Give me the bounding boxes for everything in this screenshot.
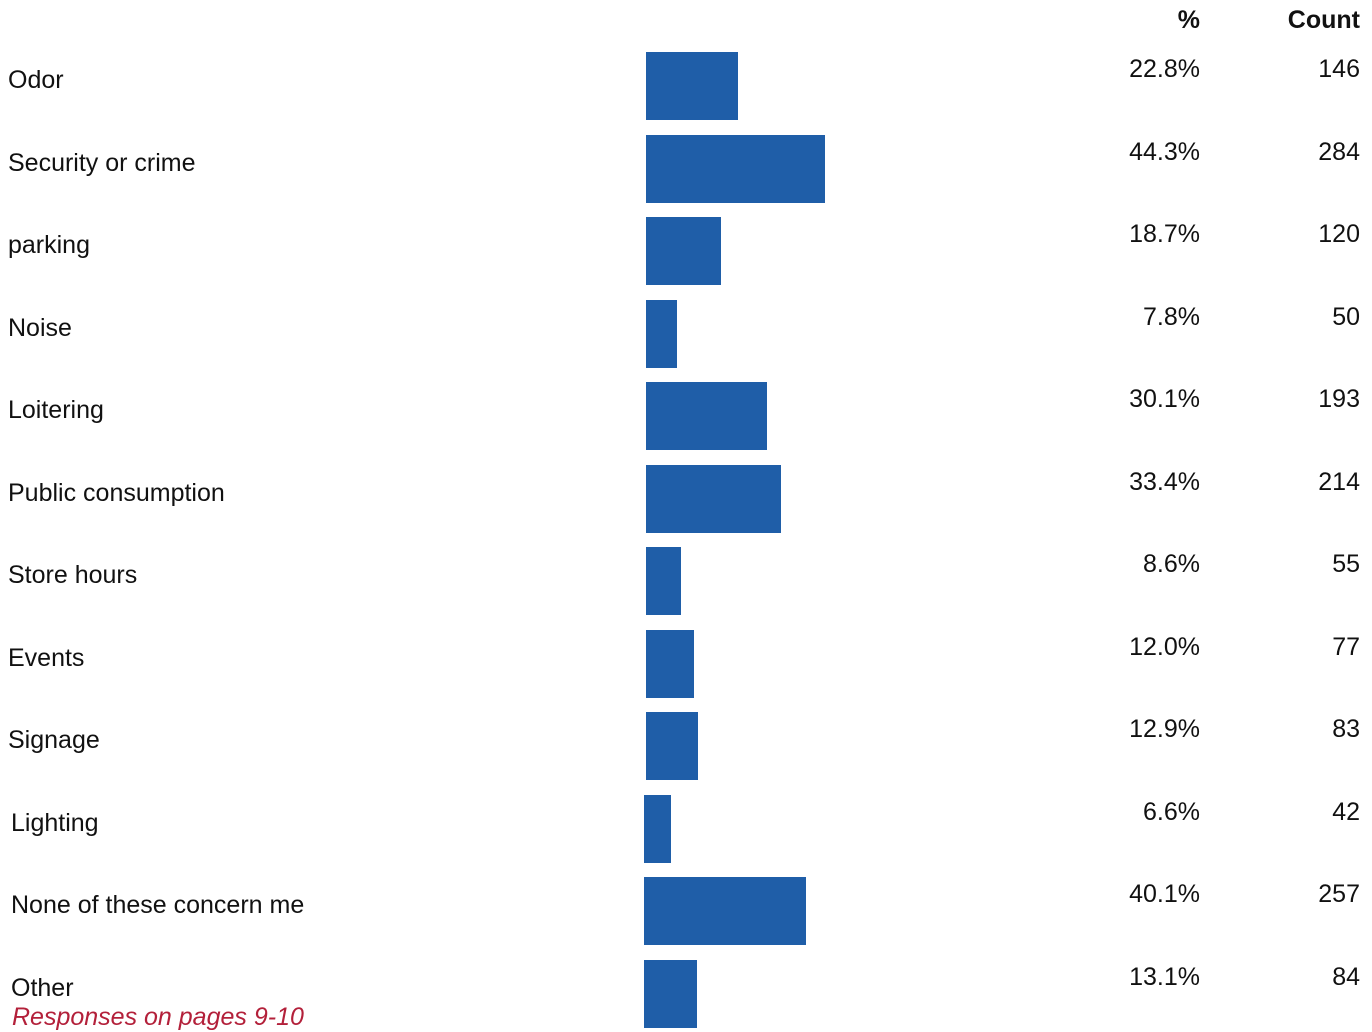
count-column-header: Count xyxy=(1287,6,1360,34)
count-value: 120 xyxy=(1318,220,1360,248)
bar xyxy=(646,464,781,533)
category-label: Signage xyxy=(8,726,100,754)
bar xyxy=(646,217,721,285)
percent-value: 6.6% xyxy=(1143,797,1200,826)
percent-value: 30.1% xyxy=(1129,385,1200,413)
percent-value: 12.9% xyxy=(1129,715,1200,743)
count-value: 83 xyxy=(1332,715,1360,743)
footnote-link[interactable]: Responses on pages 9-10 xyxy=(12,1003,304,1031)
bar xyxy=(646,52,738,120)
count-value: 55 xyxy=(1332,550,1360,578)
count-value: 193 xyxy=(1318,385,1360,413)
count-value: 146 xyxy=(1318,55,1360,83)
category-label: Noise xyxy=(8,313,72,342)
percent-value: 33.4% xyxy=(1129,467,1200,496)
count-value: 50 xyxy=(1332,302,1360,331)
category-label: None of these concern me xyxy=(11,891,305,919)
bar xyxy=(644,794,671,863)
percent-value: 7.8% xyxy=(1143,302,1200,331)
bar xyxy=(644,959,697,1028)
category-label: Events xyxy=(8,643,85,672)
count-value: 214 xyxy=(1318,467,1360,496)
bar xyxy=(646,382,767,450)
percent-value: 13.1% xyxy=(1129,962,1200,991)
bar xyxy=(646,134,825,203)
category-label: Loitering xyxy=(8,396,104,424)
category-label: Security or crime xyxy=(8,148,196,177)
category-label: Lighting xyxy=(11,808,99,837)
bar xyxy=(646,547,681,615)
percent-column-header: % xyxy=(1177,6,1200,34)
category-label: Odor xyxy=(8,66,64,94)
bar xyxy=(644,877,806,945)
category-label: Public consumption xyxy=(8,478,225,507)
percent-value: 22.8% xyxy=(1129,55,1200,83)
percent-value: 18.7% xyxy=(1129,220,1200,248)
count-value: 42 xyxy=(1332,797,1360,826)
count-value: 77 xyxy=(1332,632,1360,661)
percent-value: 8.6% xyxy=(1143,550,1200,578)
count-value: 84 xyxy=(1332,962,1360,991)
count-value: 257 xyxy=(1318,880,1360,908)
percent-value: 40.1% xyxy=(1129,880,1200,908)
category-label: parking xyxy=(8,231,90,259)
count-value: 284 xyxy=(1318,137,1360,166)
category-label: Store hours xyxy=(8,561,138,589)
category-label: Other xyxy=(11,973,74,1002)
bar xyxy=(646,299,677,368)
bar xyxy=(646,629,694,698)
percent-value: 44.3% xyxy=(1129,137,1200,166)
bar xyxy=(646,712,698,780)
percent-value: 12.0% xyxy=(1129,632,1200,661)
